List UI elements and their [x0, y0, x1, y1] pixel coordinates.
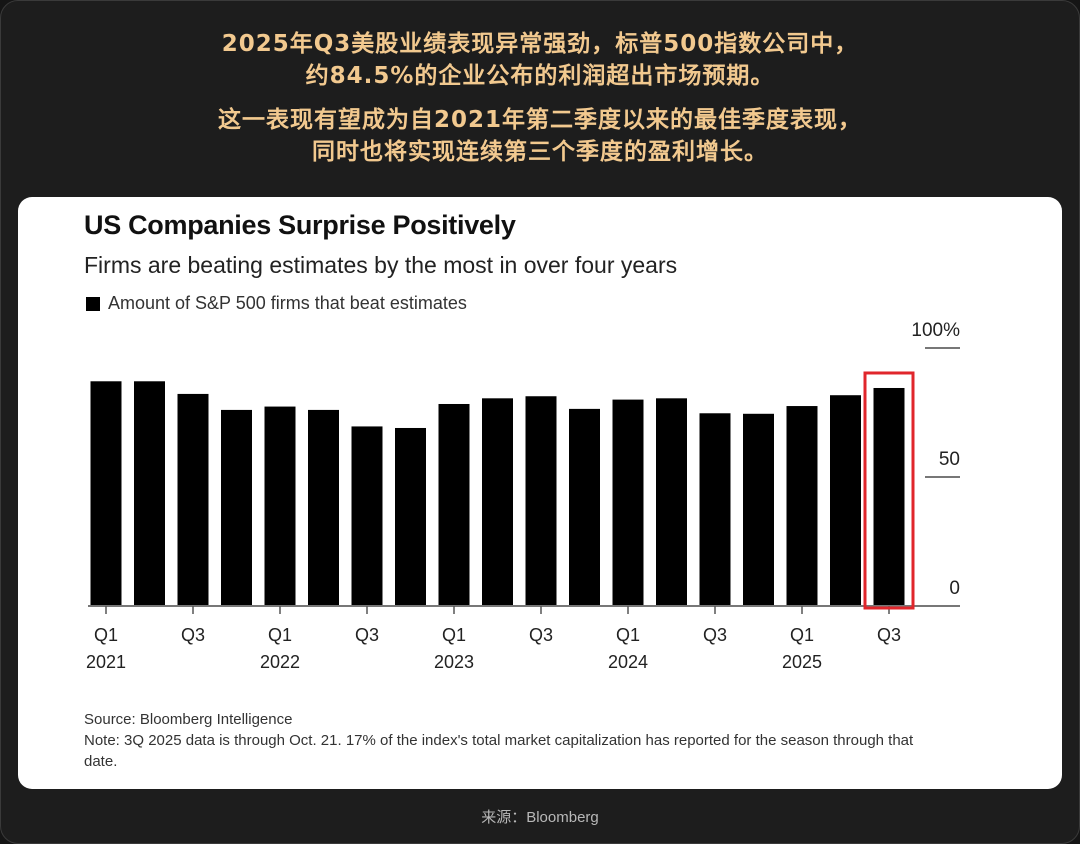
bar: [743, 413, 774, 606]
bar: [134, 381, 165, 606]
bar: [351, 426, 383, 606]
x-tick-label: Q3: [877, 625, 901, 645]
bar: [569, 408, 600, 606]
headline: 2025年Q3美股业绩表现异常强劲，标普500指数公司中， 约84.5%的企业公…: [0, 28, 1080, 168]
y-tick-label: 0: [949, 578, 960, 599]
chart-title: US Companies Surprise Positively: [84, 210, 516, 240]
bar: [221, 409, 252, 606]
bar: [873, 387, 905, 606]
x-tick-label: Q1: [442, 625, 466, 645]
x-tick-year: 2024: [608, 652, 648, 672]
x-tick-label: Q3: [703, 625, 727, 645]
x-tick-label: Q3: [181, 625, 205, 645]
headline-line: 2025年Q3美股业绩表现异常强劲，标普500指数公司中，: [221, 31, 859, 57]
footer-source: 来源：Bloomberg: [481, 809, 599, 826]
legend-label: Amount of S&P 500 firms that beat estima…: [108, 293, 467, 313]
bar: [525, 396, 557, 606]
source-note: Source: Bloomberg Intelligence: [84, 711, 293, 728]
footnote: Note: 3Q 2025 data is through Oct. 21. 1…: [84, 732, 914, 770]
chart-subtitle: Firms are beating estimates by the most …: [84, 252, 678, 278]
bar: [830, 395, 861, 606]
headline-line: 约84.5%的企业公布的利润超出市场预期。: [305, 63, 775, 89]
x-tick-year: 2021: [86, 652, 126, 672]
bar: [264, 406, 296, 606]
x-tick-label: Q1: [790, 625, 814, 645]
bar: [438, 403, 470, 606]
bar: [395, 427, 426, 606]
bar: [612, 399, 644, 606]
x-tick-year: 2022: [260, 652, 300, 672]
x-tick-label: Q3: [355, 625, 379, 645]
headline-line: 同时也将实现连续第三个季度的盈利增长。: [312, 139, 768, 165]
bar: [786, 406, 818, 606]
y-tick-label: 50: [939, 449, 960, 470]
x-tick-label: Q1: [268, 625, 292, 645]
legend: Amount of S&P 500 firms that beat estima…: [86, 293, 467, 314]
bar: [482, 398, 513, 606]
x-tick-label: Q3: [529, 625, 553, 645]
highlight-box: [863, 371, 915, 610]
headline-line: 这一表现有望成为自2021年第二季度以来的最佳季度表现，: [217, 107, 862, 133]
bar: [699, 413, 731, 606]
bar: [308, 409, 339, 606]
x-tick-label: Q1: [94, 625, 118, 645]
x-tick-label: Q1: [616, 625, 640, 645]
chart-notes: Source: Bloomberg Intelligence Note: 3Q …: [84, 709, 944, 772]
bar: [177, 393, 209, 606]
bar: [90, 381, 122, 606]
bar: [656, 398, 687, 606]
legend-swatch: [86, 296, 100, 311]
y-tick-label: 100%: [911, 320, 960, 341]
x-tick-year: 2025: [782, 652, 822, 672]
x-tick-year: 2023: [434, 652, 474, 672]
